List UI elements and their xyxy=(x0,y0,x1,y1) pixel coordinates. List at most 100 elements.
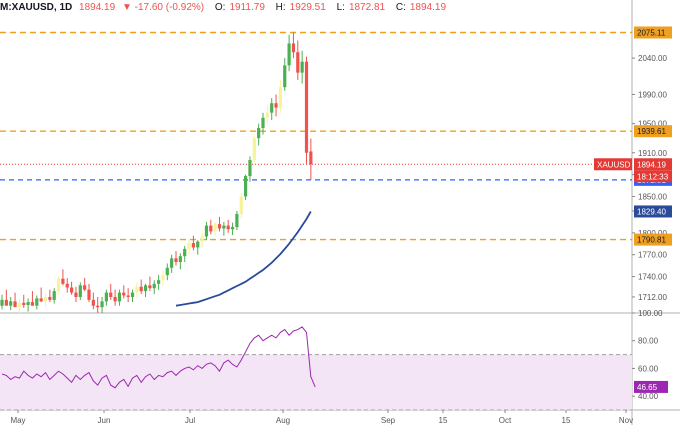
rsi-axis-tick-label: 100.00 xyxy=(638,309,663,318)
candle xyxy=(204,221,209,241)
candle-body xyxy=(230,227,235,230)
time-axis-label: Jun xyxy=(98,416,111,425)
chart-header: M:XAUUSD, 1D 1894.19 ▼ -17.60 (-0.92%) O… xyxy=(0,2,454,18)
candle xyxy=(83,278,87,292)
candle xyxy=(309,138,313,180)
candle xyxy=(161,270,165,286)
time-axis-label: Sep xyxy=(381,416,396,425)
candle-body xyxy=(200,236,204,242)
candle-body xyxy=(309,151,313,165)
close-label: C: xyxy=(395,2,406,13)
candle xyxy=(304,56,309,164)
candle-body xyxy=(196,241,200,248)
candle-body xyxy=(235,213,239,228)
candle-body xyxy=(35,298,39,306)
candle xyxy=(226,219,230,233)
candle xyxy=(283,58,287,91)
candle-body xyxy=(22,302,26,305)
candle-body xyxy=(9,301,13,306)
candle-body xyxy=(113,296,117,302)
candle xyxy=(17,298,21,313)
candle xyxy=(248,156,252,182)
candle xyxy=(113,289,117,306)
price-axis-tick-label: 1850.00 xyxy=(638,192,667,201)
candle-body xyxy=(161,275,165,281)
candle-body xyxy=(17,302,21,308)
candle xyxy=(43,294,48,308)
candle xyxy=(117,289,122,306)
candle-body xyxy=(100,301,104,308)
countdown-tag xyxy=(634,170,672,183)
time-axis: May Jun Jul Aug Sep 15 Oct 15 Nov xyxy=(10,410,633,425)
rsi-tag-label: 46.65 xyxy=(637,383,658,392)
candle xyxy=(109,283,113,300)
candle-body xyxy=(143,285,148,292)
ohlc-high: H: 1929.51 xyxy=(276,2,330,13)
candle-body xyxy=(148,285,152,289)
candle xyxy=(65,278,69,293)
candle-body xyxy=(287,43,291,66)
candle xyxy=(48,289,52,303)
candle xyxy=(122,285,126,299)
candle xyxy=(78,282,82,300)
price-axis-tick-label: 1712.00 xyxy=(638,293,667,302)
rsi-axis-tick-label: 60.00 xyxy=(638,364,659,373)
ma-tag xyxy=(634,205,672,218)
ohlc-low: L: 1872.81 xyxy=(337,2,390,13)
candle xyxy=(30,291,35,306)
candle-body xyxy=(43,296,48,302)
high-label: H: xyxy=(275,2,286,13)
candle xyxy=(296,40,300,80)
candle xyxy=(61,269,65,286)
candle xyxy=(252,134,256,164)
candle-body xyxy=(244,176,248,197)
level-tag xyxy=(634,26,672,39)
rsi-tag xyxy=(634,380,668,393)
candle-body xyxy=(52,291,56,300)
candle-body xyxy=(252,138,256,161)
candle-body xyxy=(204,225,209,237)
candle xyxy=(239,192,243,219)
candle-body xyxy=(61,278,65,284)
candle-body xyxy=(226,225,230,230)
candle-body xyxy=(222,225,226,229)
price-axis-tick-label: 1770.00 xyxy=(638,251,667,260)
candle xyxy=(217,216,222,232)
candle-body xyxy=(74,292,78,297)
candle xyxy=(9,296,13,311)
rsi-axis-tick-label: 80.00 xyxy=(638,337,659,346)
candle-body xyxy=(152,283,156,289)
candle xyxy=(200,232,204,248)
low-label: L: xyxy=(336,2,345,13)
candle-body xyxy=(56,278,61,292)
price-axis-tick-label: 1910.00 xyxy=(638,149,667,158)
time-axis-label: 15 xyxy=(562,416,571,425)
ohlc-open: O: 1911.79 xyxy=(215,2,269,13)
candle xyxy=(196,240,200,255)
candle xyxy=(157,275,161,290)
candle xyxy=(187,238,191,255)
candle-body xyxy=(0,299,4,306)
candle xyxy=(13,292,17,308)
candle xyxy=(170,254,174,273)
candle xyxy=(213,221,217,236)
candle xyxy=(139,279,143,295)
candle-body xyxy=(139,286,143,292)
candle xyxy=(174,251,178,266)
change-value: -17.60 (-0.92%) xyxy=(134,2,205,13)
candle xyxy=(35,295,39,310)
candle-body xyxy=(217,224,222,229)
candle xyxy=(191,235,195,251)
price-tag-label: 1894.19 xyxy=(637,160,666,169)
candle-body xyxy=(174,258,178,263)
candle-body xyxy=(30,302,35,306)
candle xyxy=(183,245,187,263)
symbol-label[interactable]: M:XAUUSD, 1D xyxy=(0,2,73,13)
candle xyxy=(300,50,304,84)
low-value: 1872.81 xyxy=(348,2,386,13)
candle xyxy=(39,287,43,303)
candle xyxy=(287,34,291,72)
candle xyxy=(209,219,213,235)
